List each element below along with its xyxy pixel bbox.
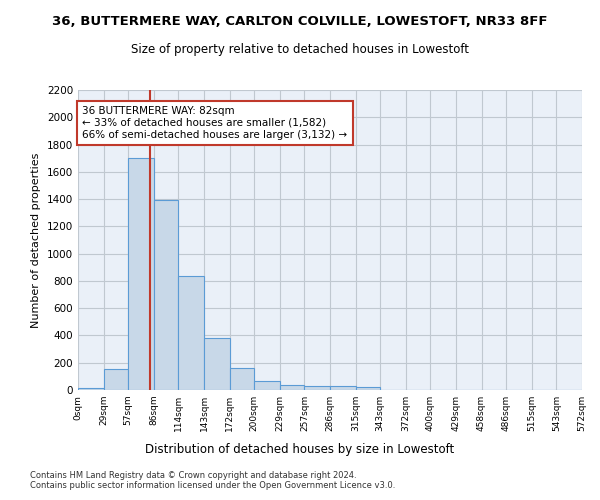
- Bar: [230, 368, 254, 390]
- Text: Contains public sector information licensed under the Open Government Licence v3: Contains public sector information licen…: [30, 480, 395, 490]
- Y-axis label: Number of detached properties: Number of detached properties: [31, 152, 41, 328]
- Bar: [128, 158, 154, 390]
- Text: Contains HM Land Registry data © Crown copyright and database right 2024.: Contains HM Land Registry data © Crown c…: [30, 470, 356, 480]
- Bar: [356, 388, 380, 390]
- Bar: [204, 338, 230, 390]
- Bar: [178, 276, 204, 390]
- Bar: [280, 384, 304, 390]
- Bar: [154, 200, 178, 390]
- Bar: [330, 386, 356, 390]
- Text: Size of property relative to detached houses in Lowestoft: Size of property relative to detached ho…: [131, 42, 469, 56]
- Text: 36 BUTTERMERE WAY: 82sqm
← 33% of detached houses are smaller (1,582)
66% of sem: 36 BUTTERMERE WAY: 82sqm ← 33% of detach…: [82, 106, 347, 140]
- Bar: [104, 369, 128, 390]
- Bar: [78, 388, 104, 390]
- Bar: [304, 386, 330, 390]
- Bar: [254, 381, 280, 390]
- Text: 36, BUTTERMERE WAY, CARLTON COLVILLE, LOWESTOFT, NR33 8FF: 36, BUTTERMERE WAY, CARLTON COLVILLE, LO…: [52, 15, 548, 28]
- Text: Distribution of detached houses by size in Lowestoft: Distribution of detached houses by size …: [145, 442, 455, 456]
